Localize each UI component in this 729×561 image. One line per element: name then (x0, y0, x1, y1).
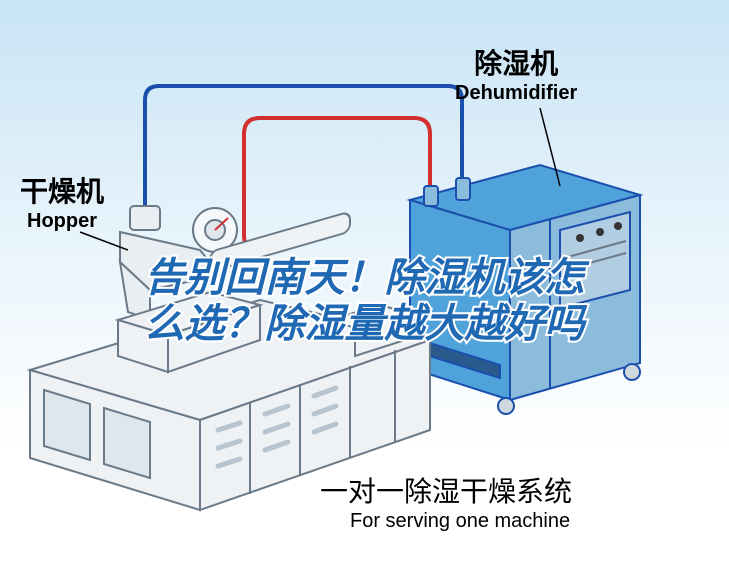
caption-en: For serving one machine (320, 510, 572, 533)
headline-line2: 么选？除湿量越大越好吗 (25, 301, 705, 347)
hopper-label: 干燥机 Hopper (20, 170, 104, 233)
hopper-label-en: Hopper (20, 210, 104, 233)
caption-cn: 一对一除湿干燥系统 (320, 470, 572, 510)
caption: 一对一除湿干燥系统 For serving one machine (320, 470, 572, 533)
dehumidifier-label: 除湿机 Dehumidifier (455, 42, 577, 105)
pipe-blue (145, 86, 462, 210)
dehumidifier-label-cn: 除湿机 (455, 42, 577, 82)
headline-line1: 告别回南天！除湿机该怎 (25, 255, 705, 301)
dehumidifier-label-en: Dehumidifier (455, 82, 577, 105)
hopper-label-cn: 干燥机 (20, 170, 104, 210)
headline: 告别回南天！除湿机该怎 么选？除湿量越大越好吗 (25, 255, 705, 347)
